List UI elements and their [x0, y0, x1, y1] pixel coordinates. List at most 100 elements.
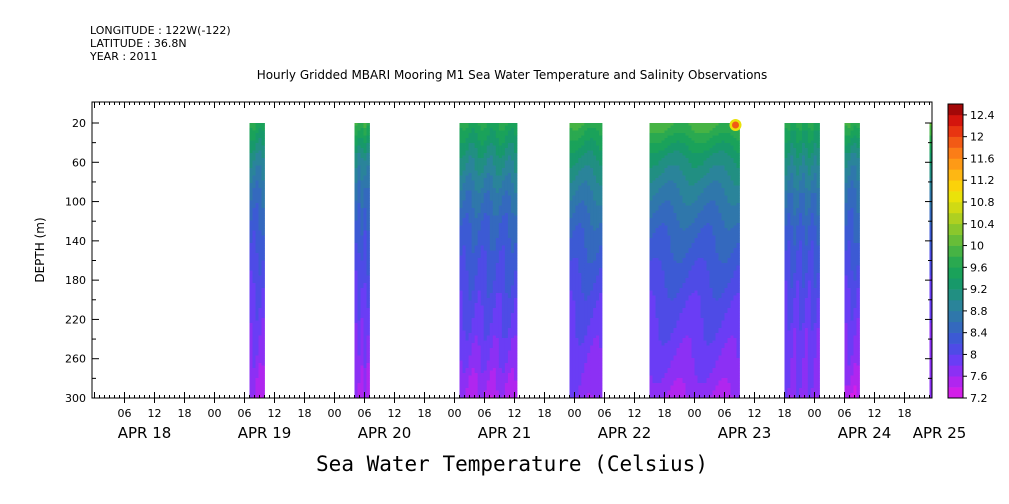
heatmap-cell [489, 203, 494, 206]
heatmap-cell [366, 255, 370, 259]
heatmap-cell [483, 303, 488, 306]
heatmap-cell [584, 385, 588, 389]
heatmap-cell [357, 313, 361, 316]
heatmap-cell [462, 283, 466, 286]
heatmap-cell [360, 370, 364, 374]
heatmap-cell [363, 310, 367, 314]
heatmap-cell [569, 223, 573, 226]
heatmap-cell [664, 175, 668, 179]
heatmap-cell [596, 390, 600, 394]
heatmap-cell [498, 218, 503, 221]
heatmap-cell [498, 373, 503, 376]
heatmap-cell [599, 333, 603, 336]
heatmap-cell [489, 243, 494, 246]
heatmap-cell [261, 373, 265, 376]
heatmap-cell [354, 260, 358, 264]
heatmap-cell [489, 215, 494, 219]
heatmap-cell [513, 318, 518, 321]
heatmap-cell [252, 168, 256, 171]
heatmap-cell [249, 200, 253, 204]
heatmap-cell [261, 380, 265, 384]
heatmap-cell [578, 190, 582, 194]
heatmap-cell [474, 223, 479, 226]
heatmap-cell [489, 218, 494, 221]
heatmap-cell [480, 248, 485, 251]
heatmap-cell [480, 380, 485, 384]
heatmap-cell [483, 290, 488, 294]
heatmap-cell [661, 158, 665, 161]
heatmap-cell [255, 273, 259, 276]
heatmap-cell [590, 385, 594, 389]
heatmap-cell [462, 330, 466, 334]
heatmap-cell [590, 263, 594, 266]
heatmap-cell [492, 303, 497, 306]
heatmap-cell [569, 198, 573, 201]
heatmap-cell [354, 335, 358, 339]
heatmap-cell [489, 268, 494, 271]
heatmap-cell [495, 265, 500, 269]
heatmap-cell [468, 153, 473, 156]
heatmap-cell [480, 203, 485, 206]
heatmap-cell [468, 243, 473, 246]
heatmap-cell [593, 145, 597, 149]
heatmap-cell [510, 125, 515, 129]
heatmap-cell [498, 350, 503, 354]
heatmap-cell [658, 210, 662, 214]
heatmap-cell [655, 135, 659, 139]
heatmap-cell [661, 310, 665, 314]
heatmap-cell [510, 360, 515, 364]
heatmap-cell [513, 145, 518, 149]
heatmap-cell [255, 363, 259, 366]
heatmap-cell [501, 148, 506, 151]
heatmap-cell [593, 293, 597, 296]
heatmap-cell [569, 343, 573, 346]
heatmap-cell [498, 223, 503, 226]
heatmap-cell [649, 295, 653, 299]
heatmap-cell [465, 170, 469, 174]
heatmap-cell [649, 348, 653, 351]
heatmap-cell [459, 343, 463, 346]
heatmap-cell [462, 268, 466, 271]
heatmap-cell [258, 380, 262, 384]
heatmap-cell [468, 125, 473, 129]
heatmap-cell [360, 333, 364, 336]
heatmap-cell [492, 188, 497, 191]
heatmap-cell [652, 238, 656, 241]
heatmap-cell [477, 125, 482, 129]
heatmap-cell [584, 180, 588, 184]
heatmap-cell [354, 228, 358, 231]
heatmap-cell [477, 373, 482, 376]
heatmap-cell [489, 163, 494, 166]
heatmap-cell [498, 338, 503, 341]
heatmap-cell [258, 250, 262, 254]
heatmap-cell [652, 235, 656, 239]
heatmap-cell [649, 180, 653, 184]
heatmap-cell [357, 358, 361, 361]
heatmap-cell [486, 373, 491, 376]
heatmap-cell [593, 255, 597, 259]
heatmap-cell [513, 180, 518, 184]
heatmap-cell [459, 310, 463, 314]
heatmap-cell [489, 150, 494, 154]
heatmap-cell [468, 380, 473, 384]
heatmap-cell [459, 388, 463, 391]
heatmap-cell [498, 145, 503, 149]
heatmap-cell [575, 253, 579, 256]
heatmap-cell [510, 180, 515, 184]
heatmap-cell [587, 225, 591, 229]
heatmap-cell [495, 145, 500, 149]
heatmap-cell [504, 128, 509, 131]
heatmap-cell [510, 248, 515, 251]
heatmap-cell [587, 235, 591, 239]
heatmap-cell [471, 268, 476, 271]
heatmap-cell [255, 310, 259, 314]
heatmap-cell [581, 230, 585, 234]
heatmap-cell [366, 363, 370, 366]
heatmap-cell [360, 133, 364, 136]
heatmap-cell [357, 153, 361, 156]
heatmap-cell [249, 383, 253, 386]
heatmap-cell [590, 383, 594, 386]
heatmap-cell [474, 280, 479, 284]
heatmap-cell [492, 200, 497, 204]
heatmap-cell [569, 280, 573, 284]
